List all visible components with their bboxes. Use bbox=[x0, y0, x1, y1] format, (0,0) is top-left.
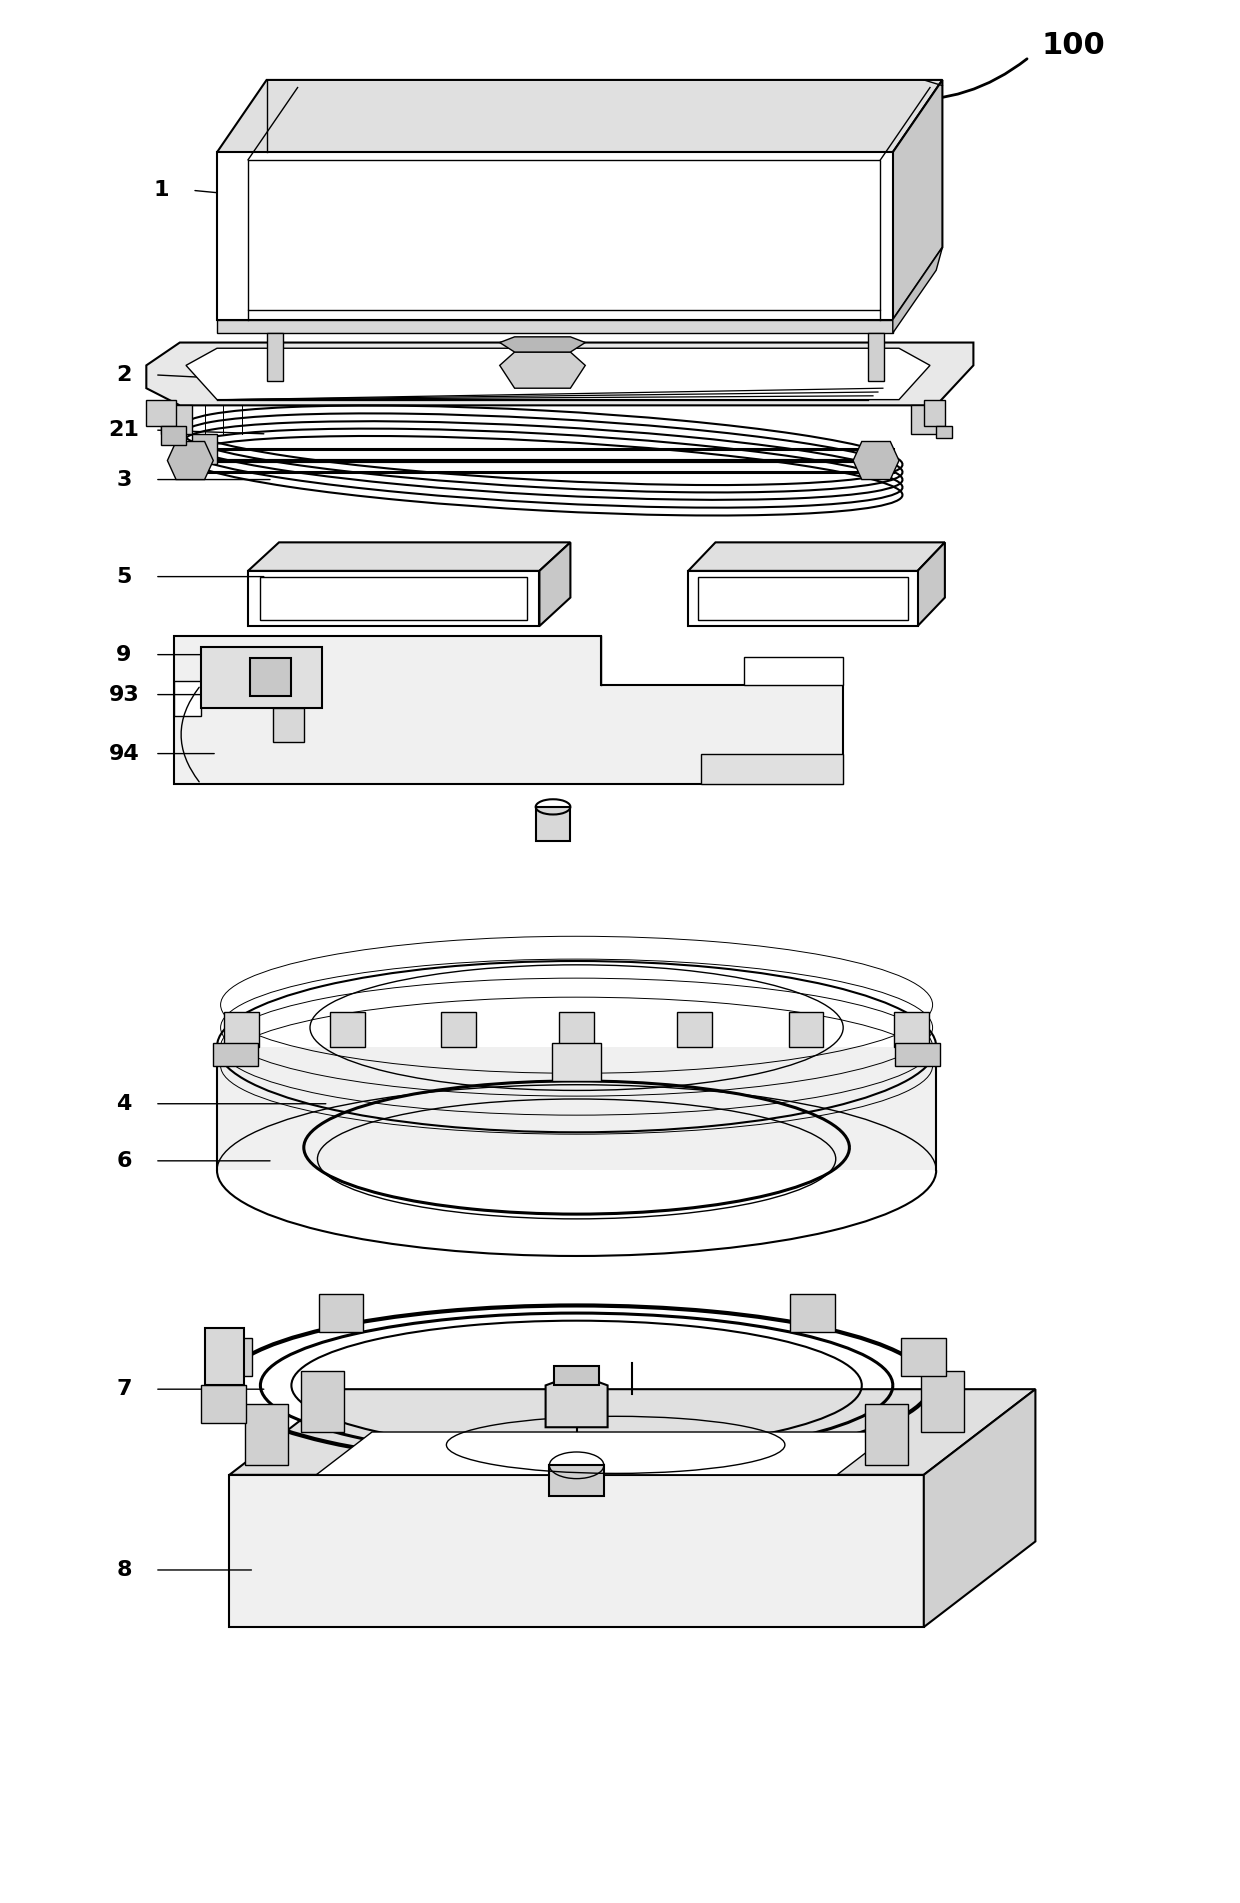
Polygon shape bbox=[924, 400, 945, 426]
Polygon shape bbox=[229, 1389, 1035, 1475]
Polygon shape bbox=[174, 636, 843, 784]
Text: 9: 9 bbox=[117, 645, 131, 664]
Polygon shape bbox=[201, 647, 322, 708]
Text: 100: 100 bbox=[1042, 30, 1105, 61]
Polygon shape bbox=[552, 1043, 601, 1081]
Polygon shape bbox=[217, 152, 893, 320]
Text: 94: 94 bbox=[109, 744, 139, 763]
Polygon shape bbox=[217, 80, 942, 152]
Text: 2: 2 bbox=[117, 365, 131, 384]
Polygon shape bbox=[300, 1370, 345, 1431]
Polygon shape bbox=[319, 1294, 363, 1332]
Polygon shape bbox=[146, 400, 176, 426]
Polygon shape bbox=[201, 1385, 246, 1423]
Text: 4: 4 bbox=[117, 1094, 131, 1113]
Polygon shape bbox=[500, 352, 585, 388]
Text: 5: 5 bbox=[117, 567, 131, 586]
Polygon shape bbox=[316, 1431, 893, 1475]
Polygon shape bbox=[229, 1475, 924, 1627]
Polygon shape bbox=[192, 434, 217, 464]
Polygon shape bbox=[161, 405, 192, 434]
Polygon shape bbox=[536, 807, 570, 841]
Polygon shape bbox=[549, 1465, 604, 1496]
Polygon shape bbox=[500, 337, 585, 352]
Polygon shape bbox=[790, 1294, 835, 1332]
Polygon shape bbox=[161, 426, 186, 445]
Text: 7: 7 bbox=[117, 1380, 131, 1399]
Polygon shape bbox=[893, 80, 942, 320]
Polygon shape bbox=[546, 1374, 608, 1427]
Polygon shape bbox=[539, 542, 570, 626]
Polygon shape bbox=[789, 1012, 823, 1047]
Polygon shape bbox=[688, 571, 918, 626]
Text: 21: 21 bbox=[109, 421, 139, 440]
Polygon shape bbox=[853, 441, 899, 480]
Polygon shape bbox=[248, 542, 570, 571]
Text: 8: 8 bbox=[117, 1560, 131, 1579]
Polygon shape bbox=[901, 1338, 946, 1376]
Polygon shape bbox=[554, 1366, 599, 1385]
Polygon shape bbox=[207, 1338, 252, 1376]
Polygon shape bbox=[866, 1404, 908, 1465]
Polygon shape bbox=[868, 333, 884, 381]
Polygon shape bbox=[246, 1404, 289, 1465]
Polygon shape bbox=[224, 1012, 259, 1047]
Polygon shape bbox=[894, 1012, 929, 1047]
Polygon shape bbox=[174, 681, 201, 716]
Polygon shape bbox=[217, 1047, 936, 1170]
Polygon shape bbox=[273, 708, 304, 742]
Polygon shape bbox=[267, 333, 283, 381]
Polygon shape bbox=[186, 348, 930, 400]
Polygon shape bbox=[677, 1012, 712, 1047]
Polygon shape bbox=[918, 542, 945, 626]
Polygon shape bbox=[330, 1012, 365, 1047]
Text: 1: 1 bbox=[154, 181, 169, 200]
Polygon shape bbox=[893, 247, 942, 333]
Text: 93: 93 bbox=[109, 685, 139, 704]
Polygon shape bbox=[250, 658, 291, 696]
Polygon shape bbox=[248, 571, 539, 626]
Polygon shape bbox=[559, 1012, 594, 1047]
Text: 3: 3 bbox=[117, 470, 131, 489]
Polygon shape bbox=[924, 1389, 1035, 1627]
Polygon shape bbox=[911, 405, 942, 434]
Polygon shape bbox=[441, 1012, 476, 1047]
Polygon shape bbox=[936, 426, 952, 438]
Polygon shape bbox=[688, 542, 945, 571]
Polygon shape bbox=[744, 657, 843, 685]
Text: 6: 6 bbox=[117, 1151, 131, 1170]
Polygon shape bbox=[167, 441, 213, 480]
Polygon shape bbox=[701, 754, 843, 784]
Polygon shape bbox=[205, 1328, 244, 1385]
Polygon shape bbox=[920, 1370, 965, 1431]
Polygon shape bbox=[217, 320, 893, 333]
Polygon shape bbox=[146, 343, 973, 405]
Polygon shape bbox=[213, 1043, 258, 1066]
Polygon shape bbox=[895, 1043, 940, 1066]
